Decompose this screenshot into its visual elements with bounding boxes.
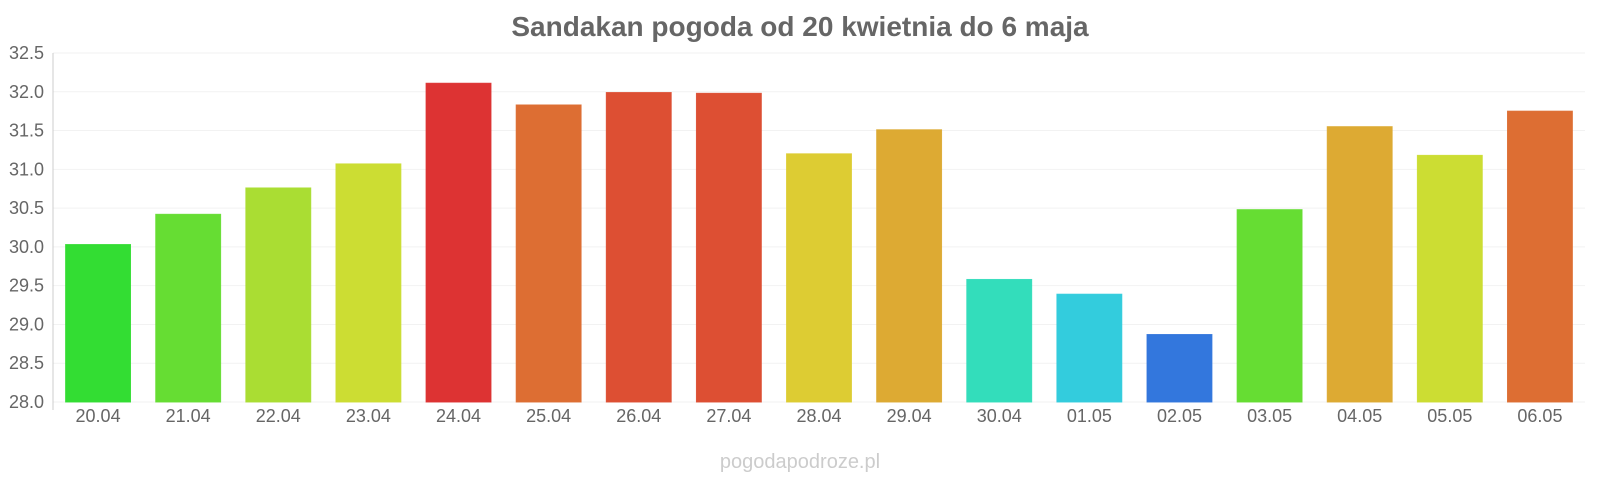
y-tick-label: 28.0 xyxy=(9,392,44,412)
watermark: pogodapodroze.pl xyxy=(720,451,880,473)
x-tick-label: 30.04 xyxy=(977,406,1022,426)
bar-06.05 xyxy=(1506,110,1573,403)
bar-24.04 xyxy=(425,82,492,403)
bar-26.04 xyxy=(605,92,672,403)
y-tick-label: 29.5 xyxy=(9,276,44,296)
bar-20.04 xyxy=(65,244,132,403)
y-tick-label: 30.0 xyxy=(9,237,44,257)
y-tick-label: 31.0 xyxy=(9,159,44,179)
y-tick-label: 28.5 xyxy=(9,353,44,373)
y-axis-tick-labels: 28.0 28.5 29.0 29.5 30.0 30.5 31.0 31.5 32.0 32.5 xyxy=(9,43,44,412)
x-axis-tick-labels: 20.04 21.04 22.04 23.04 24.04 25.04 26.04 27.04… xyxy=(76,406,1563,426)
bar-22.04 xyxy=(245,187,312,403)
bar-01.05 xyxy=(1056,293,1123,403)
bar-04.05 xyxy=(1326,126,1393,403)
bar-23.04 xyxy=(335,163,402,403)
x-tick-label: 21.04 xyxy=(166,406,211,426)
x-tick-label: 24.04 xyxy=(436,406,481,426)
x-tick-label: 01.05 xyxy=(1067,406,1112,426)
bar-27.04 xyxy=(695,92,762,403)
x-tick-label: 28.04 xyxy=(796,406,841,426)
y-tick-label: 29.0 xyxy=(9,314,44,334)
y-tick-label: 31.5 xyxy=(9,121,44,141)
bar-25.04 xyxy=(515,104,582,403)
x-tick-label: 04.05 xyxy=(1337,406,1382,426)
x-tick-label: 22.04 xyxy=(256,406,301,426)
x-tick-label: 25.04 xyxy=(526,406,571,426)
x-tick-label: 05.05 xyxy=(1427,406,1472,426)
bars xyxy=(65,82,1573,403)
y-tick-label: 32.0 xyxy=(9,82,44,102)
x-tick-label: 20.04 xyxy=(76,406,121,426)
y-tick-label: 30.5 xyxy=(9,198,44,218)
bar-29.04 xyxy=(876,129,943,403)
bar-28.04 xyxy=(786,153,852,403)
bar-03.05 xyxy=(1236,209,1303,403)
y-tick-label: 32.5 xyxy=(9,43,44,63)
bar-30.04 xyxy=(966,278,1033,403)
x-tick-label: 29.04 xyxy=(887,406,932,426)
x-tick-label: 02.05 xyxy=(1157,406,1202,426)
bar-21.04 xyxy=(155,213,222,403)
bar-02.05 xyxy=(1146,334,1213,403)
bar-05.05 xyxy=(1416,154,1483,403)
chart-title: Sandakan pogoda od 20 kwietnia do 6 maja xyxy=(511,11,1089,42)
x-tick-label: 27.04 xyxy=(706,406,751,426)
x-tick-label: 26.04 xyxy=(616,406,661,426)
x-tick-label: 06.05 xyxy=(1517,406,1562,426)
x-tick-label: 03.05 xyxy=(1247,406,1292,426)
x-tick-label: 23.04 xyxy=(346,406,391,426)
